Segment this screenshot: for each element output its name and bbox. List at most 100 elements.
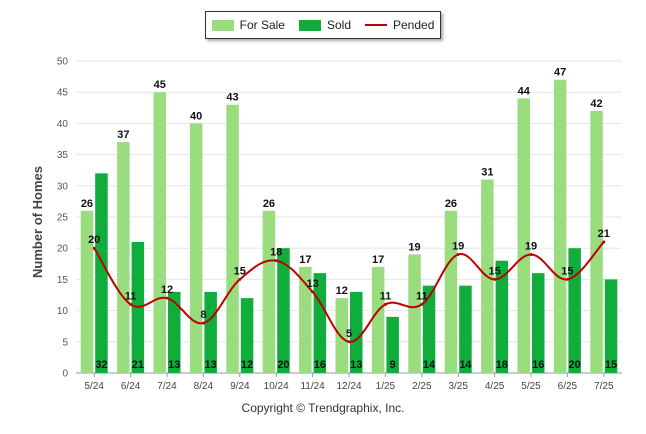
bar-sold — [495, 260, 509, 373]
data-label-sold: 18 — [496, 359, 508, 371]
bar-for-sale — [517, 98, 530, 373]
bar-for-sale — [408, 254, 421, 373]
data-label-for-sale: 26 — [81, 198, 93, 210]
y-axis-label: Number of Homes — [30, 166, 45, 278]
data-label-sold: 14 — [459, 359, 472, 371]
data-label-sold: 20 — [569, 359, 581, 371]
bar-for-sale — [299, 266, 312, 373]
pended-point — [565, 277, 569, 281]
bar-sold — [532, 273, 545, 373]
bar-for-sale — [80, 210, 94, 373]
bar-sold — [277, 248, 290, 373]
bar-sold — [604, 279, 618, 373]
sold-swatch-icon — [298, 19, 321, 31]
x-tick-label: 6/25 — [558, 381, 578, 392]
y-tick-label: 5 — [62, 337, 68, 348]
x-tick-label: 9/24 — [230, 381, 250, 392]
data-label-for-sale: 17 — [372, 254, 384, 266]
y-tick-label: 40 — [57, 119, 69, 130]
pended-point — [129, 302, 133, 306]
bar-sold — [386, 316, 399, 373]
legend-item-for-sale[interactable]: For Sale — [211, 18, 285, 32]
data-label-sold: 32 — [95, 359, 107, 371]
legend-label-for-sale: For Sale — [239, 18, 285, 32]
bar-for-sale — [226, 104, 239, 374]
x-tick-label: 1/25 — [376, 381, 396, 392]
data-label-for-sale: 31 — [481, 167, 493, 179]
copyright-footer: Copyright © Trendgraphix, Inc. — [241, 401, 405, 415]
legend-item-sold[interactable]: Sold — [298, 18, 351, 32]
data-label-pended: 15 — [234, 265, 246, 277]
x-tick-label: 11/24 — [300, 381, 325, 392]
x-tick-label: 7/25 — [594, 381, 614, 392]
x-tick-label: 5/24 — [84, 381, 104, 392]
x-tick-label: 12/24 — [336, 381, 361, 392]
bar-sold — [204, 291, 217, 373]
data-label-pended: 13 — [306, 278, 318, 290]
bar-for-sale — [153, 92, 166, 373]
y-tick-label: 15 — [57, 275, 69, 286]
data-label-for-sale: 17 — [299, 254, 311, 266]
x-tick-label: 10/24 — [264, 381, 289, 392]
data-label-pended: 11 — [416, 290, 428, 302]
pended-point — [238, 277, 242, 281]
data-label-sold: 14 — [423, 359, 436, 371]
bar-for-sale — [590, 110, 603, 374]
pended-point — [602, 240, 606, 244]
data-label-sold: 13 — [350, 359, 362, 371]
data-label-pended: 15 — [488, 265, 500, 277]
bar-for-sale — [117, 142, 130, 373]
data-label-for-sale: 26 — [445, 198, 457, 210]
pended-point — [165, 296, 169, 300]
bar-sold — [95, 173, 108, 373]
legend-label-pended: Pended — [393, 18, 435, 32]
x-tick-label: 8/24 — [194, 381, 214, 392]
data-label-pended: 20 — [88, 234, 100, 246]
data-label-for-sale: 19 — [408, 241, 420, 253]
data-label-pended: 11 — [125, 290, 137, 302]
bar-for-sale — [262, 210, 276, 373]
legend: For Sale Sold Pended — [205, 11, 441, 39]
data-label-sold: 21 — [132, 359, 144, 371]
bar-sold — [240, 298, 254, 373]
bar-for-sale — [444, 210, 458, 373]
y-tick-label: 0 — [62, 369, 68, 380]
bar-sold — [168, 291, 181, 373]
pended-point — [92, 246, 96, 250]
pended-point — [493, 277, 497, 281]
data-label-pended: 21 — [598, 228, 610, 240]
data-label-for-sale: 40 — [190, 110, 202, 122]
pended-line-icon — [365, 24, 387, 26]
pended-point — [274, 259, 278, 263]
legend-item-pended[interactable]: Pended — [365, 18, 434, 32]
data-label-for-sale: 12 — [336, 285, 348, 297]
bar-sold — [422, 285, 436, 373]
y-tick-label: 10 — [57, 306, 69, 317]
data-label-sold: 16 — [314, 359, 326, 371]
pended-point — [311, 290, 315, 294]
bar-sold — [459, 285, 472, 373]
y-tick-label: 50 — [57, 57, 69, 68]
data-label-for-sale: 47 — [554, 67, 566, 79]
data-label-for-sale: 26 — [263, 198, 275, 210]
data-label-pended: 19 — [525, 240, 537, 252]
x-tick-label: 7/24 — [157, 381, 177, 392]
data-label-sold: 13 — [205, 359, 217, 371]
pended-point — [456, 252, 460, 256]
bar-sold — [350, 291, 363, 373]
x-tick-label: 6/24 — [121, 381, 141, 392]
bar-sold — [568, 248, 581, 373]
data-label-sold: 12 — [241, 359, 253, 371]
data-label-pended: 15 — [561, 265, 573, 277]
pended-point — [347, 340, 351, 344]
data-label-for-sale: 44 — [518, 85, 531, 97]
for-sale-swatch-icon — [211, 19, 234, 31]
x-tick-label: 5/25 — [521, 381, 541, 392]
pended-point — [529, 252, 533, 256]
data-label-for-sale: 42 — [590, 98, 602, 110]
pended-point — [420, 302, 424, 306]
data-label-pended: 11 — [380, 290, 392, 302]
data-label-for-sale: 43 — [226, 92, 238, 104]
